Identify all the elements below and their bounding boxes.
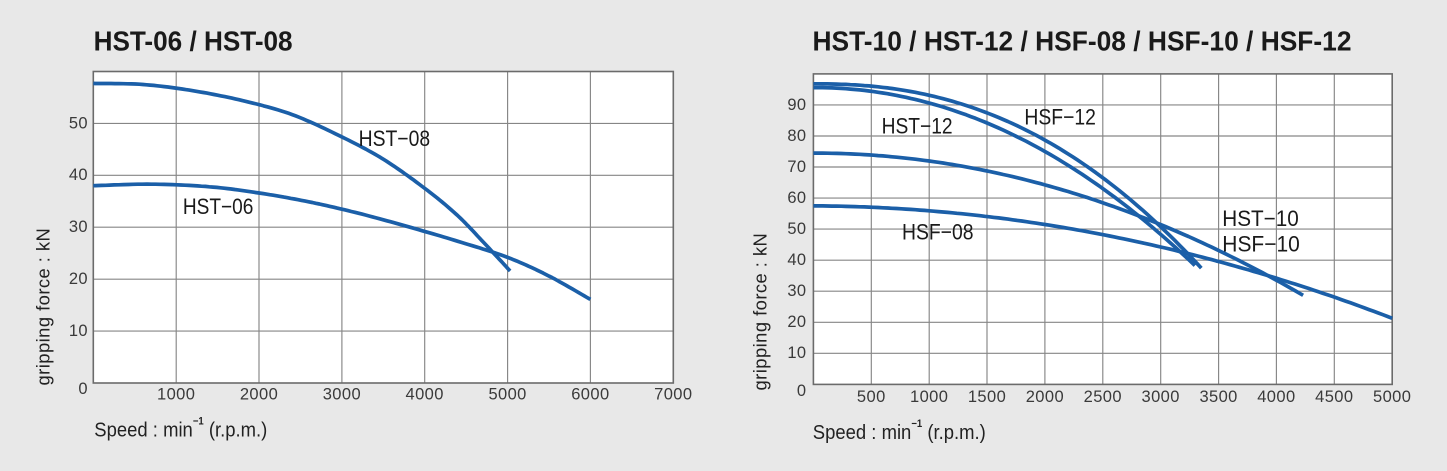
svg-text:50: 50 [787,220,806,238]
svg-text:3000: 3000 [323,385,361,403]
svg-text:gripping force : kN: gripping force : kN [33,228,54,386]
svg-text:4000: 4000 [406,385,444,403]
svg-text:HST−12: HST−12 [882,114,953,139]
svg-text:HSF−10: HSF−10 [1222,231,1300,256]
svg-text:HST−10: HST−10 [1222,206,1299,231]
svg-text:40: 40 [69,166,88,184]
svg-text:HST-06 / HST-08: HST-06 / HST-08 [94,26,293,57]
svg-text:80: 80 [787,127,806,145]
svg-text:3000: 3000 [1142,388,1180,406]
svg-text:5000: 5000 [1373,388,1411,406]
svg-text:HST-10 / HST-12 / HSF-08 / HSF: HST-10 / HST-12 / HSF-08 / HSF-10 / HSF-… [813,26,1352,57]
svg-text:4000: 4000 [1257,388,1295,406]
svg-text:10: 10 [69,322,88,340]
svg-text:40: 40 [787,251,806,269]
svg-text:HST−06: HST−06 [183,194,254,219]
svg-text:500: 500 [857,388,886,406]
svg-text:70: 70 [787,158,806,176]
svg-text:10: 10 [787,344,806,362]
svg-text:2000: 2000 [240,385,278,403]
svg-text:gripping force : kN: gripping force : kN [750,233,771,391]
svg-text:60: 60 [787,189,806,207]
svg-text:3500: 3500 [1199,388,1237,406]
svg-text:0: 0 [78,380,88,398]
svg-text:2000: 2000 [1026,388,1064,406]
svg-text:4500: 4500 [1315,388,1353,406]
svg-text:Speed : min−1 (r.p.m.): Speed : min−1 (r.p.m.) [94,416,267,442]
svg-text:Speed : min−1 (r.p.m.): Speed : min−1 (r.p.m.) [813,418,986,444]
svg-text:20: 20 [787,313,806,331]
svg-text:2500: 2500 [1084,388,1122,406]
svg-text:1000: 1000 [910,388,948,406]
svg-text:20: 20 [69,270,88,288]
svg-text:HST−08: HST−08 [359,126,431,151]
svg-text:1000: 1000 [157,385,195,403]
svg-text:1500: 1500 [968,388,1006,406]
svg-text:50: 50 [69,114,88,132]
svg-text:30: 30 [787,282,806,300]
svg-text:7000: 7000 [654,385,692,403]
svg-text:5000: 5000 [488,385,526,403]
svg-text:30: 30 [69,218,88,236]
svg-text:HSF−08: HSF−08 [902,219,974,244]
svg-text:6000: 6000 [571,385,609,403]
svg-text:90: 90 [787,96,806,114]
svg-text:HSF−12: HSF−12 [1024,105,1096,130]
svg-text:0: 0 [797,382,807,400]
